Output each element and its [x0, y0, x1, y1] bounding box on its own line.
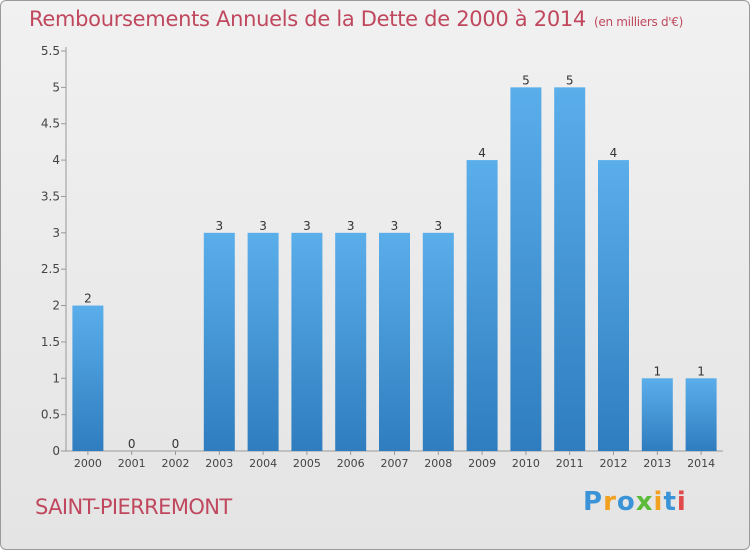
chart-bars: 2 0 0 3 3 3 3 3 3 4 5 5 4 1 1 — [72, 73, 717, 451]
x-tick-label: 2008 — [424, 457, 452, 470]
data-label-2003: 3 — [215, 219, 223, 233]
y-tick-label: 0.5 — [41, 408, 60, 422]
proxiti-logo: Proxiti — [583, 487, 687, 517]
data-label-2012: 4 — [610, 146, 618, 160]
x-tick-label: 2001 — [118, 457, 146, 470]
y-tick-label: 5.5 — [41, 44, 60, 58]
x-tick-label: 2011 — [556, 457, 584, 470]
data-label-2011: 5 — [566, 73, 574, 87]
data-label-2000: 2 — [84, 292, 92, 306]
y-tick-label: 3.5 — [41, 189, 60, 203]
x-tick-label: 2010 — [512, 457, 540, 470]
y-tick-label: 4 — [52, 153, 60, 167]
y-tick-label: 2 — [52, 299, 60, 313]
y-tick-label: 4.5 — [41, 117, 60, 131]
bar-2000 — [72, 305, 104, 451]
y-tick-label: 1 — [52, 371, 60, 385]
x-tick-label: 2013 — [643, 457, 671, 470]
data-label-2006: 3 — [347, 219, 355, 233]
data-label-2013: 1 — [653, 364, 661, 378]
data-label-2007: 3 — [391, 219, 399, 233]
bar-2003 — [203, 232, 235, 451]
y-tick-label: 2.5 — [41, 262, 60, 276]
data-label-2009: 4 — [478, 146, 486, 160]
bar-2010 — [510, 87, 542, 451]
data-label-2001: 0 — [128, 437, 136, 451]
bar-2007 — [379, 232, 410, 451]
data-label-2010: 5 — [522, 73, 530, 87]
x-tick-label: 2014 — [687, 457, 715, 470]
x-tick-label: 2006 — [337, 457, 365, 470]
town-name: SAINT-PIERREMONT — [35, 495, 232, 519]
chart-title-text: Remboursements Annuels de la Dette de 20… — [29, 7, 586, 31]
x-tick-label: 2007 — [381, 457, 409, 470]
x-tick-label: 2004 — [249, 457, 277, 470]
data-label-2005: 3 — [303, 219, 311, 233]
bar-2012 — [598, 160, 629, 451]
data-label-2014: 1 — [697, 364, 705, 378]
y-tick-label: 5 — [52, 80, 60, 94]
bar-2011 — [554, 87, 586, 451]
data-label-2004: 3 — [259, 219, 267, 233]
data-label-2002: 0 — [172, 437, 180, 451]
x-tick-label: 2003 — [205, 457, 233, 470]
y-tick-label: 3 — [52, 226, 60, 240]
y-tick-label: 0 — [52, 444, 60, 458]
bar-2013 — [641, 378, 673, 451]
x-tick-label: 2012 — [600, 457, 628, 470]
y-tick-label: 1.5 — [41, 335, 60, 349]
x-tick-label: 2002 — [162, 457, 190, 470]
data-label-2008: 3 — [434, 219, 442, 233]
bar-2009 — [466, 160, 498, 451]
chart-unit: (en milliers d'€) — [594, 15, 684, 29]
x-tick-label: 2000 — [74, 457, 102, 470]
x-tick-label: 2009 — [468, 457, 496, 470]
bar-2014 — [685, 378, 717, 451]
bar-2006 — [335, 232, 367, 451]
bar-2005 — [291, 232, 323, 451]
x-tick-label: 2005 — [293, 457, 321, 470]
bar-2008 — [422, 232, 454, 451]
bar-2004 — [247, 232, 279, 451]
chart-title: Remboursements Annuels de la Dette de 20… — [29, 7, 683, 31]
